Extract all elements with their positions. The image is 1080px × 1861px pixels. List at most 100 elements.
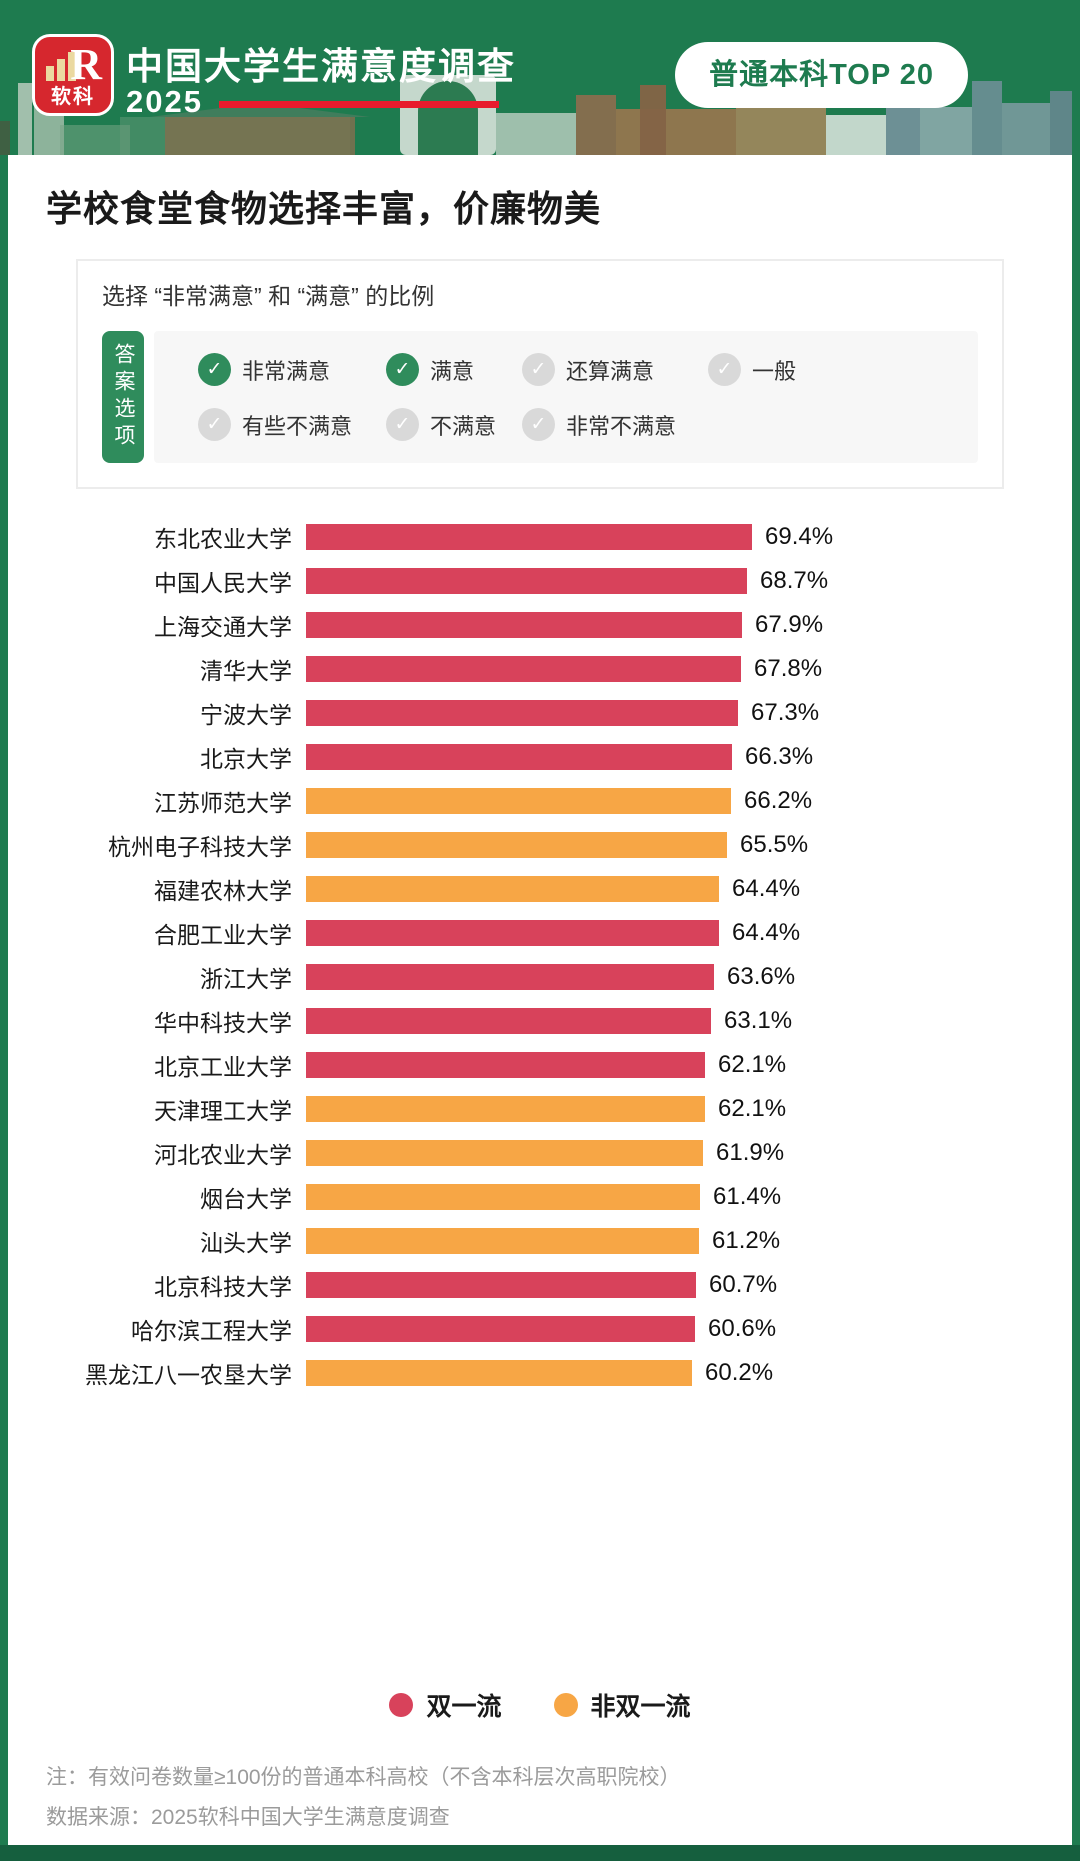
- value-label: 66.3%: [745, 743, 814, 770]
- check-circle-gray-icon: ✓: [522, 408, 555, 441]
- value-bar: [306, 920, 719, 946]
- check-circle-gray-icon: ✓: [386, 408, 419, 441]
- campus-skyline-illustration: [0, 75, 1072, 155]
- value-bar: [306, 612, 742, 638]
- university-name: 江苏师范大学: [154, 790, 292, 816]
- bar-row: 浙江大学 63.6%: [44, 955, 1036, 999]
- university-name: 杭州电子科技大学: [108, 834, 292, 860]
- value-bar: [306, 1272, 696, 1298]
- answer-options-panel: ✓ 非常满意 ✓ 满意 ✓ 还算满意 ✓ 一般 ✓ 有些不满意 ✓ 不满意 ✓ 非常不满意: [154, 331, 978, 463]
- bar-row: 清华大学 67.8%: [44, 647, 1036, 691]
- chart-legend: 双一流 非双一流: [44, 1687, 1036, 1723]
- value-label: 61.4%: [713, 1183, 782, 1210]
- answer-option-label: 还算满意: [566, 358, 655, 384]
- footnote-line: 注：有效问卷数量≥100份的普通本科高校（不含本科层次高职院校）: [46, 1766, 681, 1789]
- university-name: 华中科技大学: [154, 1010, 292, 1036]
- bar-row: 东北农业大学 69.4%: [44, 515, 1036, 559]
- logo-monogram: R: [70, 40, 102, 89]
- bar-row: 上海交通大学 67.9%: [44, 603, 1036, 647]
- bar-row: 哈尔滨工程大学 60.6%: [44, 1307, 1036, 1351]
- value-label: 63.6%: [727, 963, 796, 990]
- value-label: 62.1%: [718, 1095, 787, 1122]
- value-label: 60.6%: [708, 1315, 777, 1342]
- bar-row: 江苏师范大学 66.2%: [44, 779, 1036, 823]
- university-name: 黑龙江八一农垦大学: [85, 1362, 292, 1388]
- legend-label: 非双一流: [590, 1693, 691, 1721]
- logo-brand-text: 软科: [51, 86, 95, 108]
- value-label: 68.7%: [760, 567, 829, 594]
- value-label: 69.4%: [765, 523, 834, 550]
- check-circle-gray-icon: ✓: [708, 353, 741, 386]
- answer-option: ✓ 非常满意: [198, 353, 386, 386]
- answer-option-label: 有些不满意: [242, 413, 353, 439]
- value-label: 67.9%: [755, 611, 824, 638]
- survey-heading: 选择 “非常满意” 和 “满意” 的比例: [102, 283, 435, 309]
- bar-row: 北京工业大学 62.1%: [44, 1043, 1036, 1087]
- university-name: 河北农业大学: [154, 1142, 292, 1168]
- university-name: 浙江大学: [200, 966, 292, 992]
- value-label: 65.5%: [740, 831, 809, 858]
- university-name: 清华大学: [200, 658, 292, 684]
- university-name: 福建农林大学: [154, 878, 292, 904]
- top20-badge: 普通本科TOP 20: [675, 42, 968, 108]
- value-bar: [306, 700, 738, 726]
- value-bar: [306, 788, 731, 814]
- university-name: 北京工业大学: [154, 1054, 292, 1080]
- legend-label: 双一流: [426, 1693, 502, 1721]
- options-row: ✓ 有些不满意 ✓ 不满意 ✓ 非常不满意: [198, 408, 968, 441]
- value-bar: [306, 1052, 705, 1078]
- university-name: 合肥工业大学: [154, 922, 292, 948]
- value-label: 67.3%: [751, 699, 820, 726]
- bar-row: 福建农林大学 64.4%: [44, 867, 1036, 911]
- ruanke-logo: R 软科: [32, 34, 114, 116]
- bar-chart: 东北农业大学 69.4% 中国人民大学 68.7% 上海交通大学 67.9% 清华大学 67.…: [44, 515, 1036, 1395]
- value-bar: [306, 1096, 705, 1122]
- survey-year-row: 2025: [126, 84, 499, 120]
- survey-body: 答案选项 ✓ 非常满意 ✓ 满意 ✓ 还算满意 ✓ 一般 ✓ 有些不满意 ✓ 不满意 ✓ 非常不满意: [102, 331, 978, 463]
- legend-dot-icon: [389, 1693, 414, 1717]
- university-name: 上海交通大学: [154, 614, 292, 640]
- red-underline-bar: [218, 100, 499, 108]
- university-name: 哈尔滨工程大学: [131, 1318, 292, 1344]
- content-card: 学校食堂食物选择丰富，价廉物美 选择 “非常满意” 和 “满意” 的比例 答案选…: [8, 155, 1072, 1845]
- value-bar: [306, 1228, 699, 1254]
- check-circle-green-icon: ✓: [198, 353, 231, 386]
- university-name: 北京科技大学: [154, 1274, 292, 1300]
- footnote-line: 数据来源：2025软科中国大学生满意度调查: [46, 1806, 450, 1829]
- bar-row: 北京科技大学 60.7%: [44, 1263, 1036, 1307]
- answer-option-label: 非常满意: [242, 358, 331, 384]
- answer-option: ✓ 非常不满意: [522, 408, 708, 441]
- value-bar: [306, 656, 741, 682]
- value-label: 60.2%: [705, 1359, 774, 1386]
- bar-rows: 东北农业大学 69.4% 中国人民大学 68.7% 上海交通大学 67.9% 清华大学 67.…: [44, 515, 1036, 1395]
- value-label: 61.9%: [716, 1139, 785, 1166]
- answer-options-tab: 答案选项: [102, 331, 144, 463]
- value-bar: [306, 1008, 711, 1034]
- bar-row: 黑龙江八一农垦大学 60.2%: [44, 1351, 1036, 1395]
- value-bar: [306, 568, 747, 594]
- value-label: 61.2%: [712, 1227, 781, 1254]
- university-name: 宁波大学: [200, 702, 292, 728]
- answer-option: ✓ 一般: [708, 353, 968, 386]
- page-title: 学校食堂食物选择丰富，价廉物美: [46, 188, 602, 229]
- legend-dot-icon: [553, 1693, 578, 1717]
- value-bar: [306, 832, 727, 858]
- answer-option: ✓ 不满意: [386, 408, 522, 441]
- university-name: 天津理工大学: [154, 1098, 292, 1124]
- bar-row: 烟台大学 61.4%: [44, 1175, 1036, 1219]
- check-circle-gray-icon: ✓: [198, 408, 231, 441]
- bar-row: 合肥工业大学 64.4%: [44, 911, 1036, 955]
- answer-option-label: 不满意: [430, 413, 497, 439]
- answer-options-box: 选择 “非常满意” 和 “满意” 的比例 答案选项 ✓ 非常满意 ✓ 满意 ✓ 还算满意 ✓…: [76, 259, 1004, 489]
- answer-option: ✓ 还算满意: [522, 353, 708, 386]
- logo-bar-chart-icon: [46, 52, 76, 81]
- survey-title: 中国大学生满意度调查: [126, 46, 516, 87]
- university-name: 北京大学: [200, 746, 292, 772]
- value-label: 64.4%: [732, 875, 801, 902]
- value-bar: [306, 744, 732, 770]
- value-bar: [306, 1140, 703, 1166]
- check-circle-gray-icon: ✓: [522, 353, 555, 386]
- footnotes: 注：有效问卷数量≥100份的普通本科高校（不含本科层次高职院校） 数据来源：202…: [46, 1763, 1036, 1833]
- value-label: 62.1%: [718, 1051, 787, 1078]
- answer-option-label: 非常不满意: [566, 413, 677, 439]
